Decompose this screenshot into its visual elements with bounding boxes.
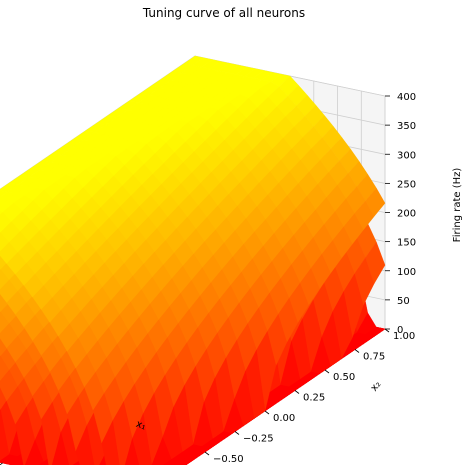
z-tick-label: 100	[397, 267, 416, 278]
surface-facet	[174, 461, 190, 465]
z-tick-label: 150	[397, 238, 416, 249]
z-tick-label: 350	[397, 121, 416, 132]
x-axis-label: x₁	[134, 419, 147, 433]
y-tick-label: 0.50	[333, 372, 355, 383]
y-tick-mark	[354, 349, 360, 353]
y-tick-mark	[294, 390, 300, 394]
chart-title: Tuning curve of all neurons	[142, 6, 305, 20]
y-tick-label: −0.25	[243, 434, 274, 445]
ticks: −1.00−0.75−0.50−0.250.000.250.500.751.00…	[0, 92, 416, 465]
z-tick-label: 300	[397, 150, 416, 161]
y-tick-label: 0.75	[363, 352, 385, 363]
z-tick-label: 250	[397, 179, 416, 190]
y-tick-label: 1.00	[393, 331, 415, 342]
y-tick-label: −0.50	[213, 454, 244, 465]
y-tick-label: 0.25	[303, 393, 325, 404]
y-tick-mark	[234, 431, 240, 435]
y-tick-mark	[384, 328, 390, 333]
z-tick-label: 400	[397, 92, 416, 103]
surface-plot	[0, 55, 386, 465]
y-axis-label: x₂	[369, 379, 384, 394]
z-axis-label: Firing rate (Hz)	[452, 168, 463, 243]
y-tick-mark	[204, 451, 210, 456]
y-tick-label: 0.00	[273, 413, 295, 424]
surface-facet	[75, 425, 95, 465]
y-tick-mark	[264, 410, 270, 415]
neuron-surface	[0, 55, 386, 465]
z-tick-label: 0	[397, 325, 403, 336]
z-tick-label: 50	[397, 296, 410, 307]
z-tick-label: 200	[397, 209, 416, 220]
y-tick-mark	[324, 369, 330, 374]
surface-facet	[101, 420, 120, 465]
surface-facet	[124, 438, 140, 465]
surface-facet	[51, 432, 70, 465]
